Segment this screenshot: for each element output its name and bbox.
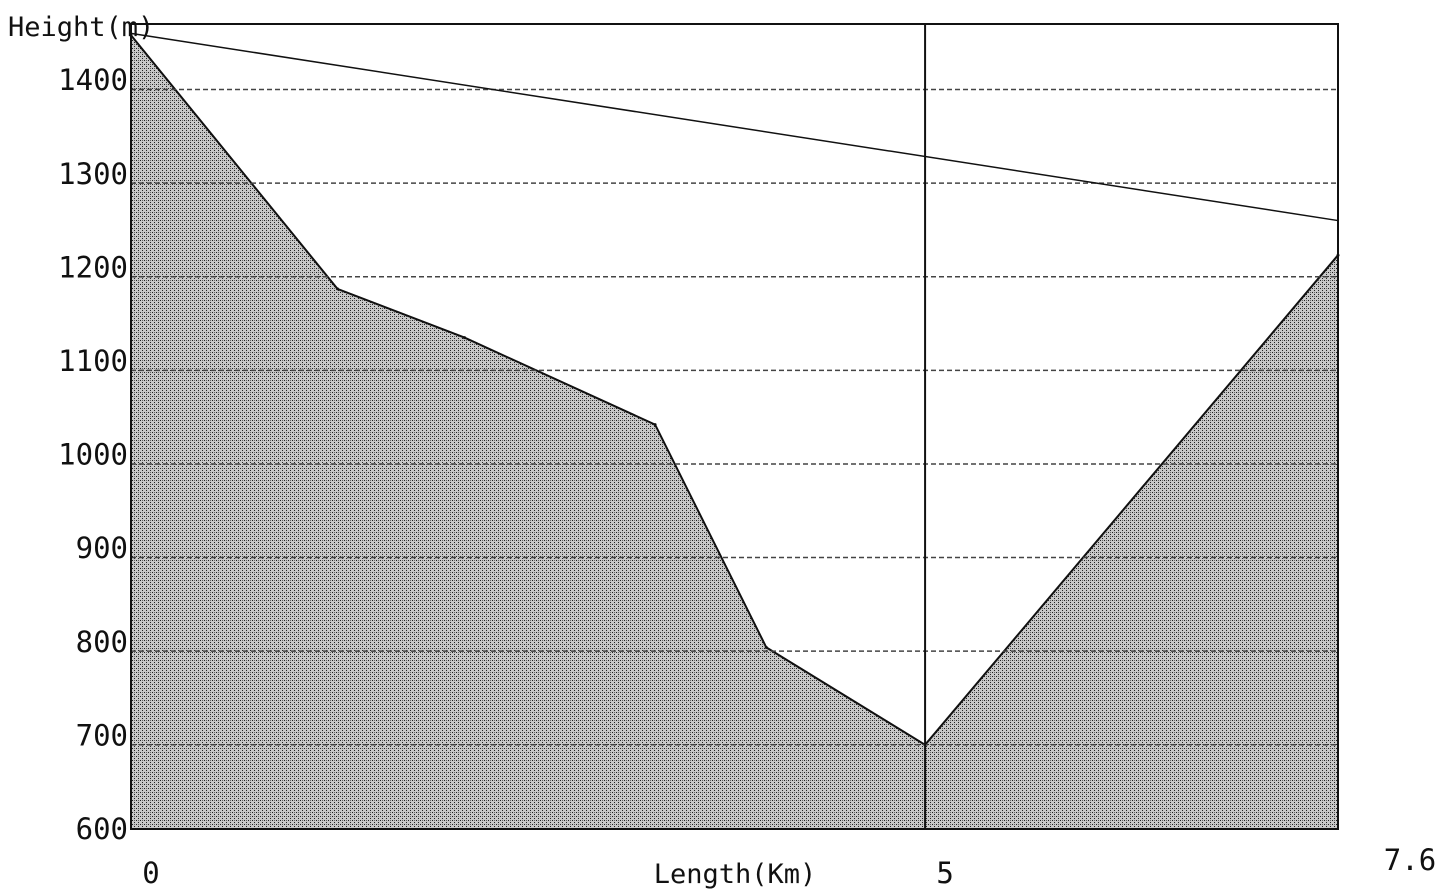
- y-tick-label: 1100: [58, 344, 128, 378]
- y-tick-label: 1300: [58, 157, 128, 191]
- x-tick-label: 5: [936, 856, 953, 890]
- y-tick-label: 700: [76, 718, 128, 752]
- terrain-vertex: [335, 287, 339, 291]
- x-tick-label: 0: [142, 856, 159, 890]
- terrain-vertex: [764, 645, 768, 649]
- y-axis-label: Height(m): [8, 12, 154, 43]
- y-tick-label: 1400: [58, 63, 128, 97]
- plot-frame: [130, 23, 1339, 830]
- x-tick-label: 7.6: [1384, 843, 1436, 877]
- y-tick-label: 1200: [58, 250, 128, 284]
- y-tick-label: 600: [76, 812, 128, 846]
- y-tick-label: 1000: [58, 438, 128, 472]
- terrain-area: [131, 35, 1338, 829]
- y-tick-label: 800: [76, 625, 128, 659]
- line-of-sight: [130, 32, 1339, 222]
- terrain-vertex: [653, 423, 657, 427]
- y-tick-label: 900: [76, 531, 128, 565]
- terrain-vertex: [463, 336, 467, 340]
- x-axis-label: Length(Km): [654, 859, 817, 890]
